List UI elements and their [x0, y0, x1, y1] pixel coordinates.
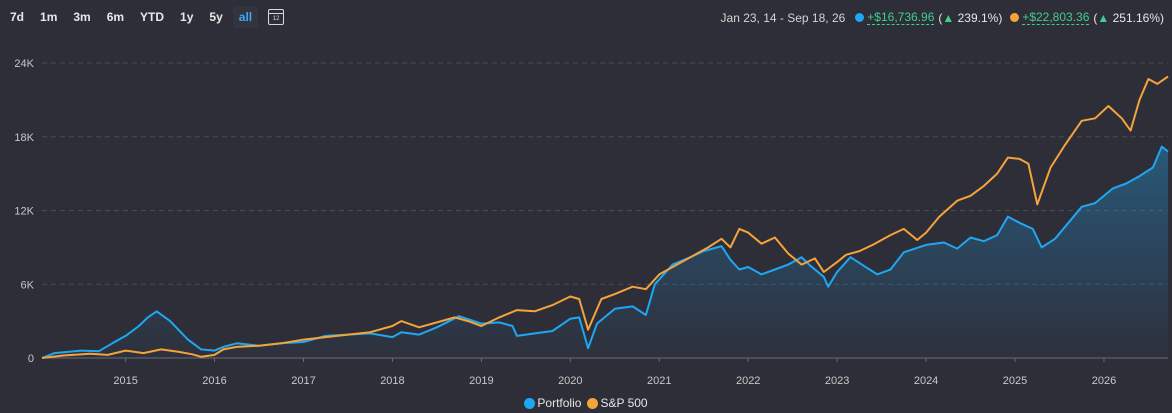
x-axis: 2015 2016 2017 2018 2019 2020 2021 2022 2023 2024… — [113, 358, 1116, 387]
up-arrow-icon: ▲ — [1097, 10, 1110, 25]
portfolio-area — [42, 146, 1168, 358]
portfolio-dot-icon — [855, 13, 865, 22]
series-lines — [41, 75, 1169, 359]
portfolio-legend-dot-icon — [524, 397, 536, 409]
x-tick-label: 2021 — [647, 375, 671, 387]
chart-legend: Portfolio S&P 500 — [0, 396, 1172, 410]
x-tick-label: 2016 — [202, 375, 226, 387]
x-tick-label: 2020 — [558, 375, 582, 387]
y-tick-label: 0 — [28, 353, 34, 365]
portfolio-line — [41, 145, 1169, 359]
range-all-button[interactable]: all — [232, 6, 259, 28]
range-1m-button[interactable]: 1m — [40, 10, 58, 24]
x-tick-label: 2023 — [825, 375, 849, 387]
x-tick-label: 2019 — [469, 375, 493, 387]
y-tick-label: 12K — [14, 206, 34, 218]
sp500-dot-icon — [1010, 13, 1020, 22]
up-arrow-icon: ▲ — [942, 10, 955, 25]
sp500-line — [41, 75, 1169, 359]
portfolio-gain[interactable]: +$16,736.96 — [867, 10, 935, 25]
x-tick-label: 2017 — [291, 375, 315, 387]
range-3m-button[interactable]: 3m — [73, 10, 91, 24]
legend-sp500[interactable]: S&P 500 — [587, 396, 648, 410]
x-tick-label: 2018 — [380, 375, 404, 387]
portfolio-pct-value: 239.1% — [957, 10, 999, 25]
x-tick-label: 2025 — [1003, 375, 1027, 387]
x-tick-label: 2024 — [914, 375, 938, 387]
x-tick-label: 2015 — [113, 375, 137, 387]
sp500-percent: (▲ 251.16%) — [1093, 10, 1164, 25]
y-tick-label: 6K — [21, 279, 35, 291]
range-ytd-button[interactable]: YTD — [140, 10, 165, 24]
sp500-pct-value: 251.16% — [1112, 10, 1160, 25]
sp500-legend-dot-icon — [587, 397, 599, 409]
sp500-gain[interactable]: +$22,803.36 — [1022, 10, 1090, 25]
x-tick-label: 2022 — [736, 375, 760, 387]
range-7d-button[interactable]: 7d — [10, 10, 25, 24]
y-axis: 0 6K 12K 18K 24K — [14, 58, 34, 365]
legend-portfolio-label: Portfolio — [537, 396, 582, 410]
performance-summary: Jan 23, 14 - Sep 18, 26 +$16,736.96 (▲ 2… — [721, 10, 1164, 25]
time-range-toolbar: 7d 1m 3m 6m YTD 1y 5y all 12 — [0, 0, 285, 34]
portfolio-percent: (▲ 239.1%) — [938, 10, 1003, 25]
y-tick-label: 18K — [14, 132, 34, 144]
legend-sp500-label: S&P 500 — [600, 396, 648, 410]
x-tick-label: 2026 — [1092, 375, 1116, 387]
range-5y-button[interactable]: 5y — [209, 10, 223, 24]
range-1y-button[interactable]: 1y — [180, 10, 194, 24]
range-6m-button[interactable]: 6m — [106, 10, 125, 24]
y-tick-label: 24K — [14, 58, 34, 70]
calendar-icon[interactable]: 12 — [268, 9, 285, 25]
legend-portfolio[interactable]: Portfolio — [524, 396, 581, 410]
date-range-label: Jan 23, 14 - Sep 18, 26 — [720, 10, 846, 25]
